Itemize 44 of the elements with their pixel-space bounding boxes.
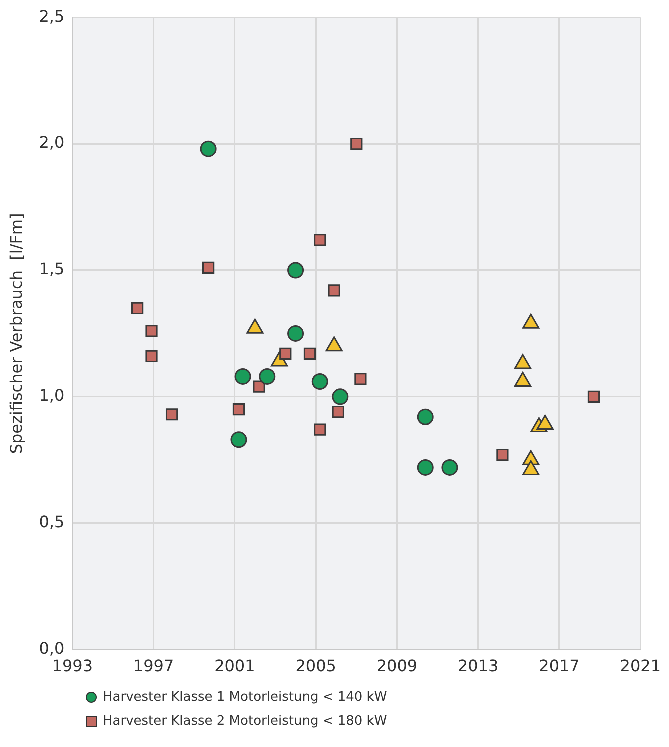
x-tick-label: 2005 [296,656,336,676]
point [253,380,266,393]
x-tick-label: 2009 [376,656,418,676]
point [166,408,178,421]
point [234,368,252,385]
y-tick-label: 0,5 [39,512,65,532]
point [350,138,363,150]
point [232,404,246,416]
y-tick-label: 2,0 [39,133,65,152]
point [328,284,340,297]
point [146,325,158,338]
y-tick-label: 2,5 [39,6,65,26]
point [314,424,326,436]
point [354,373,367,386]
x-tick-label: 1993 [52,656,94,676]
point [417,459,434,476]
point [200,140,217,158]
point [288,325,304,342]
x-tick-label: 1997 [133,656,174,676]
point [146,350,158,363]
x-tick-label: 2021 [620,656,661,676]
point [442,459,458,476]
point [288,262,304,279]
y-axis-title: Spezifischer Verbrauch [l/Fm] [6,213,26,454]
point [304,348,316,360]
x-tick-label: 2017 [539,656,580,676]
point [332,388,349,406]
point [259,368,276,385]
y-tick-label: 1,5 [39,260,65,279]
y-tick-label: 1,0 [39,386,65,406]
point [417,408,434,426]
point [588,390,600,403]
legend-label: Harvester Klasse 2 Motorleistung < 180 kW [103,714,388,728]
point [230,432,248,448]
point [496,449,509,462]
point [312,373,328,390]
y-tick-label: 0,0 [39,638,65,658]
point [132,302,144,314]
point [314,234,326,246]
x-tick-label: 2001 [214,656,256,676]
point [202,262,215,274]
point [332,406,344,418]
x-tick-label: 2013 [458,656,499,676]
legend-label: Harvester Klasse 1 Motorleistung < 140 kW [103,690,388,704]
